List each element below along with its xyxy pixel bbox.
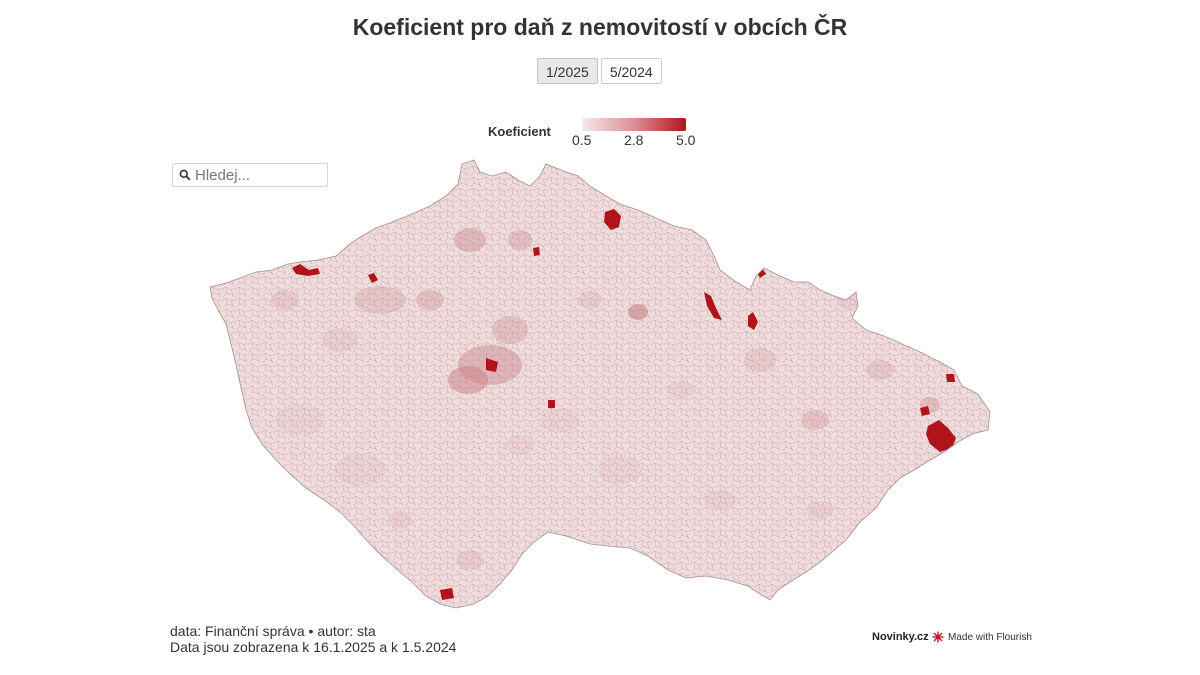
high-coefficient-area[interactable] <box>368 273 378 283</box>
publisher-prefix: Novinky <box>872 631 914 643</box>
legend-tick-min: 0.5 <box>572 132 592 148</box>
high-coefficient-area[interactable] <box>292 264 320 276</box>
legend-title: Koeficient <box>488 124 551 139</box>
tab-1-2025[interactable]: 1/2025 <box>537 58 598 84</box>
high-coefficient-area[interactable] <box>604 209 621 230</box>
publisher-suffix: .cz <box>913 631 929 643</box>
municipality-borders <box>210 160 990 608</box>
flourish-credit[interactable]: Made with Flourish <box>932 631 1032 643</box>
search-icon <box>179 169 191 181</box>
high-coefficient-municipalities <box>292 209 956 600</box>
search-box[interactable] <box>172 163 328 187</box>
shaded-area <box>588 550 612 570</box>
legend-tick-mid: 2.8 <box>624 132 644 148</box>
publisher-logo[interactable]: Novinky.cz <box>872 631 929 643</box>
footer: data: Finanční správa • autor: sta Data … <box>170 623 456 655</box>
legend-color-scale <box>582 118 686 131</box>
flourish-logo-icon <box>932 631 944 643</box>
search-input[interactable] <box>195 165 323 185</box>
high-coefficient-area[interactable] <box>748 312 758 330</box>
legend-tick-max: 5.0 <box>676 132 696 148</box>
high-coefficient-area[interactable] <box>440 588 454 600</box>
high-coefficient-area[interactable] <box>533 247 540 256</box>
period-tabs: 1/2025 5/2024 <box>537 58 662 84</box>
high-coefficient-area[interactable] <box>704 292 722 320</box>
high-coefficient-area[interactable] <box>926 420 956 452</box>
high-coefficient-area[interactable] <box>548 400 555 408</box>
flourish-label: Made with Flourish <box>948 631 1032 643</box>
footer-source: data: Finanční správa • autor: sta <box>170 623 376 639</box>
chart-title: Koeficient pro daň z nemovitostí v obcíc… <box>352 14 848 40</box>
tab-5-2024[interactable]: 5/2024 <box>600 58 662 84</box>
high-coefficient-area[interactable] <box>486 358 498 372</box>
high-coefficient-area[interactable] <box>946 374 955 382</box>
footer-dates: Data jsou zobrazena k 16.1.2025 a k 1.5.… <box>170 639 457 655</box>
high-coefficient-area[interactable] <box>920 406 930 416</box>
